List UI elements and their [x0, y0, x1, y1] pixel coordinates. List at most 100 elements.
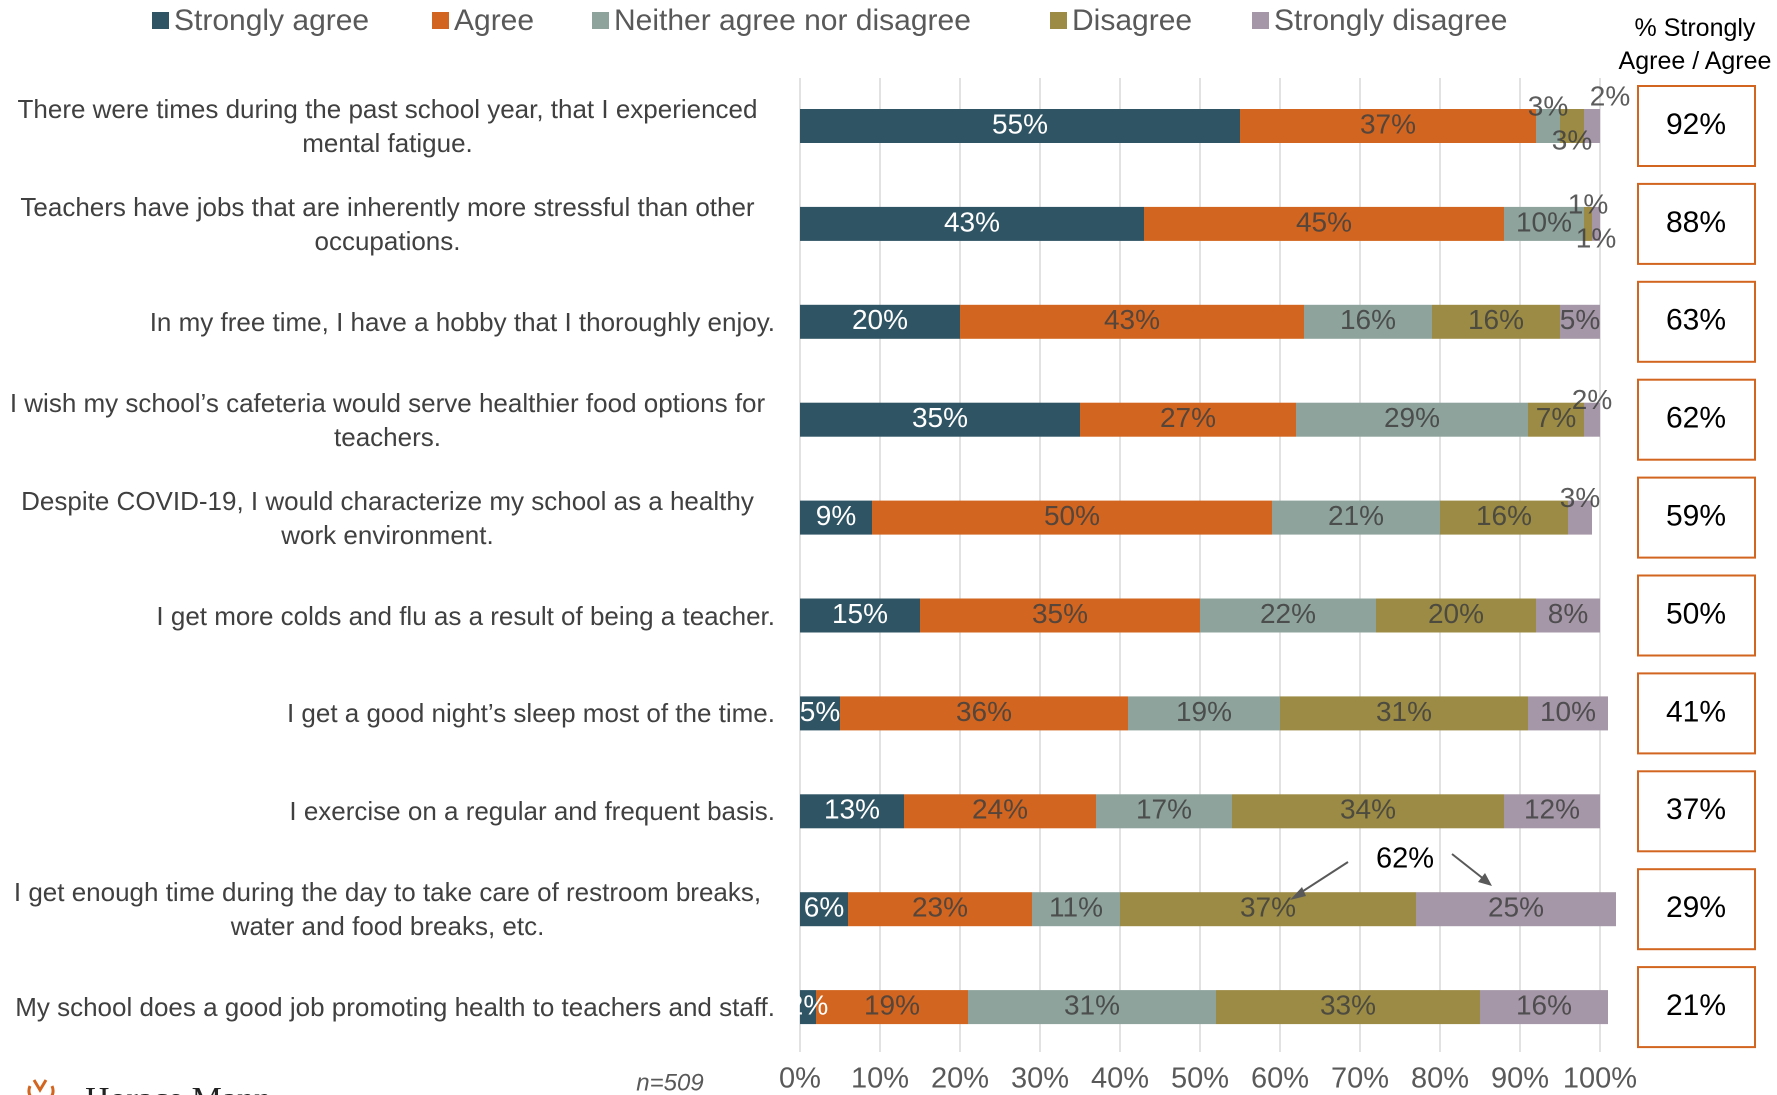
data-label: 37% — [1360, 108, 1416, 139]
bar-segment — [1584, 402, 1600, 437]
data-label: 2% — [788, 989, 828, 1020]
category-label: I exercise on a regular and frequent bas… — [0, 766, 775, 856]
category-text: I wish my school’s cafeteria would serve… — [9, 387, 766, 452]
bar-segment — [1032, 892, 1120, 927]
bar-segment — [1536, 109, 1560, 143]
category-text: There were times during the past school … — [17, 94, 758, 158]
bar-segment — [1416, 892, 1616, 927]
data-label: 43% — [1104, 304, 1160, 335]
category-label: My school does a good job promoting heal… — [0, 962, 775, 1052]
bar-segment — [800, 696, 840, 731]
data-label: 3% — [1552, 124, 1592, 155]
summary-box — [1637, 280, 1756, 363]
data-label: 55% — [992, 108, 1048, 139]
category-text: I get enough time during the day to take… — [13, 877, 762, 942]
summary-label: 37% — [1666, 793, 1726, 826]
bar-segment — [1096, 794, 1232, 829]
category-label: Teachers have jobs that are inherently m… — [0, 179, 775, 269]
bar-segment — [1080, 402, 1296, 437]
bar-segment — [800, 500, 872, 535]
bar-segment — [840, 696, 1128, 731]
data-label: 31% — [1376, 696, 1432, 727]
data-label: 1% — [1576, 222, 1616, 253]
data-label: 35% — [912, 402, 968, 433]
data-label: 19% — [864, 989, 920, 1020]
arrow — [1296, 861, 1349, 896]
data-label: 5% — [800, 696, 840, 727]
data-label: 19% — [1176, 696, 1232, 727]
summary-label: 62% — [1666, 402, 1726, 435]
summary-title: % Strongly Agree / Agree — [1618, 14, 1772, 75]
bar-segment — [872, 500, 1272, 535]
summary-box — [1637, 672, 1756, 755]
category-text: My school does a good job promoting heal… — [15, 992, 775, 1023]
bar-segment — [1584, 109, 1600, 143]
data-label: 23% — [912, 892, 968, 923]
data-label: 43% — [944, 206, 1000, 237]
data-label: 3% — [1560, 482, 1600, 513]
summary-box — [1637, 378, 1756, 461]
summary-box — [1637, 85, 1756, 167]
x-tick-label: 40% — [1091, 1063, 1149, 1095]
bar-segment — [1232, 794, 1504, 829]
data-label: 13% — [824, 794, 880, 825]
bar-segment — [800, 304, 960, 339]
category-label: I wish my school’s cafeteria would serve… — [0, 375, 775, 465]
data-label: 16% — [1468, 304, 1524, 335]
data-label: 25% — [1488, 892, 1544, 923]
bar-segment — [1432, 304, 1560, 339]
summary-label: 41% — [1666, 695, 1726, 728]
category-label: I get more colds and flu as a result of … — [0, 571, 775, 661]
note: n=509 — [636, 1069, 703, 1095]
data-label: 33% — [1320, 989, 1376, 1020]
legend-label: Disagree — [1072, 4, 1192, 37]
bar-segment — [1280, 696, 1528, 731]
legend-swatch — [592, 12, 609, 29]
bar-segment — [1592, 206, 1600, 241]
summary-label: 21% — [1666, 989, 1726, 1022]
bar-segment — [920, 598, 1200, 633]
bar-segment — [1120, 892, 1416, 927]
bar-segment — [1128, 696, 1280, 731]
data-label: 20% — [852, 304, 908, 335]
bar-segment — [1376, 598, 1536, 633]
bar-segment — [1296, 402, 1528, 437]
data-label: 9% — [816, 500, 856, 531]
data-label: 22% — [1260, 598, 1316, 629]
category-label: In my free time, I have a hobby that I t… — [0, 277, 775, 367]
annotation: 62% — [1376, 843, 1434, 875]
arrow — [1451, 853, 1486, 881]
summary-label: 59% — [1666, 500, 1726, 533]
category-text: Teachers have jobs that are inherently m… — [20, 191, 755, 256]
bar-segment — [800, 990, 816, 1025]
summary-box — [1637, 476, 1756, 559]
data-label: 15% — [832, 598, 888, 629]
data-label: 10% — [1516, 206, 1572, 237]
legend-swatch — [152, 12, 169, 29]
summary-label: 63% — [1666, 304, 1726, 337]
bar-segment — [800, 109, 1240, 143]
category-label: There were times during the past school … — [0, 81, 775, 171]
data-label: 8% — [1548, 598, 1588, 629]
data-label: 11% — [1049, 892, 1103, 923]
x-tick-label: 30% — [1011, 1063, 1069, 1095]
x-tick-label: 20% — [931, 1063, 989, 1095]
x-tick-label: 90% — [1491, 1063, 1549, 1095]
category-text: I get more colds and flu as a result of … — [156, 600, 775, 631]
data-label: 36% — [956, 696, 1012, 727]
category-text: I exercise on a regular and frequent bas… — [289, 796, 775, 827]
data-label: 7% — [1536, 402, 1576, 433]
x-tick-label: 70% — [1331, 1063, 1389, 1095]
bar-segment — [848, 892, 1032, 927]
bar-segment — [800, 402, 1080, 437]
bar-segment — [1480, 990, 1608, 1025]
x-tick-label: 10% — [851, 1063, 909, 1095]
data-label: 20% — [1428, 598, 1484, 629]
legend-label: Neither agree nor disagree — [614, 4, 971, 37]
category-label: Despite COVID-19, I would characterize m… — [0, 473, 775, 563]
arrow-head — [1478, 873, 1492, 886]
bar-segment — [960, 304, 1304, 339]
data-label: 37% — [1240, 892, 1296, 923]
category-text: In my free time, I have a hobby that I t… — [149, 306, 775, 337]
